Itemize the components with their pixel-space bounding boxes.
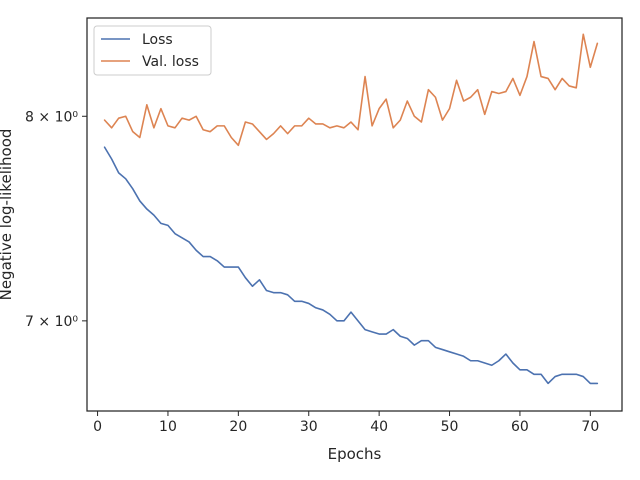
x-tick-label: 70 <box>581 419 599 435</box>
x-tick-label: 0 <box>93 419 102 435</box>
x-tick-label: 10 <box>159 419 177 435</box>
x-tick-label: 50 <box>441 419 459 435</box>
x-tick-label: 40 <box>370 419 388 435</box>
x-tick-label: 30 <box>300 419 318 435</box>
y-axis: 7 × 10⁰ 8 × 10⁰ <box>25 109 87 330</box>
axes-frame <box>86 17 623 412</box>
plot-area: 0 10 20 30 40 50 60 70 7 × 10⁰ 8 × 10⁰ <box>25 17 623 435</box>
series-line-loss <box>103 146 599 385</box>
y-tick-label: 7 × 10⁰ <box>25 314 78 330</box>
x-axis: 0 10 20 30 40 50 60 70 <box>93 411 599 435</box>
legend-label: Val. loss <box>142 54 199 70</box>
series-line-val-loss <box>103 33 599 147</box>
x-axis-label: Epochs <box>328 445 382 463</box>
y-axis-label: Negative log-likelihood <box>0 129 15 301</box>
x-tick-label: 60 <box>511 419 529 435</box>
series-layer <box>103 33 599 385</box>
x-tick-label: 20 <box>229 419 247 435</box>
legend: Loss Val. loss <box>93 25 212 76</box>
legend-label: Loss <box>142 32 173 48</box>
y-tick-label: 8 × 10⁰ <box>25 109 78 125</box>
